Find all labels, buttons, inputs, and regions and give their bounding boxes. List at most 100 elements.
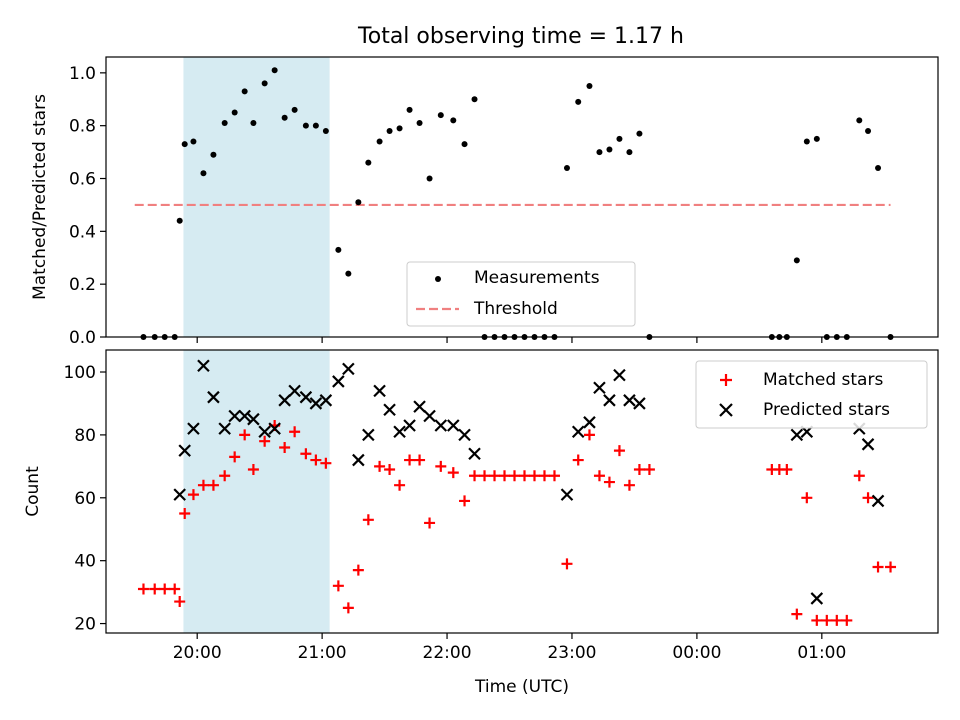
predicted-star-point [288, 384, 301, 398]
predicted-star-point [228, 409, 241, 423]
measurement-point [200, 170, 207, 177]
legend-bottom: Matched stars Predicted stars [695, 360, 928, 429]
predicted-star-point [403, 419, 416, 432]
legend-predicted-marker [719, 403, 733, 417]
x-tick-label: 21:00 [298, 643, 347, 663]
measurement-point [437, 112, 444, 119]
legend-matched-marker [720, 374, 732, 386]
matched-star-point [342, 602, 354, 614]
predicted-star-point [299, 390, 313, 404]
matched-star-point [548, 470, 560, 482]
measurement-point [450, 117, 457, 124]
matched-star-point [479, 470, 491, 482]
measurement-point [626, 149, 633, 156]
x-tick-label: 00:00 [672, 643, 721, 663]
predicted-star-point [790, 428, 804, 442]
measurement-point [461, 141, 468, 148]
measurement-point [813, 135, 820, 142]
matched-star-point [613, 445, 625, 457]
matched-star-point [528, 470, 540, 482]
matched-star-point [643, 463, 655, 475]
legend-top: Measurements Threshold [406, 261, 636, 327]
measurement-point [875, 164, 882, 171]
matched-star-point [259, 435, 271, 447]
matched-star-point [623, 479, 635, 491]
y-tick-label: 1.0 [69, 64, 96, 84]
x-tick-label: 20:00 [173, 643, 222, 663]
matched-star-point [229, 451, 241, 463]
predicted-star-point [373, 384, 386, 398]
predicted-star-point [593, 381, 606, 395]
predicted-star-point [434, 419, 448, 432]
predicted-star-point [207, 390, 220, 404]
matched-star-point [538, 470, 550, 482]
measurement-point [396, 125, 403, 132]
matched-star-point [352, 564, 364, 576]
y-tick-label: 80 [74, 426, 96, 446]
matched-star-point [197, 479, 209, 491]
matched-star-point [518, 470, 530, 482]
bottom-panel-counts: 20 40 60 80 100 20:00 21:00 22:00 23:00 00:00 01:0… [23, 349, 939, 697]
y-axis-label: Matched/Predicted stars [30, 94, 50, 300]
matched-star-point [362, 514, 374, 526]
measurement-point [241, 88, 248, 95]
legend-measurement-marker [435, 276, 441, 282]
measurement-point [291, 106, 298, 113]
measurement-point [210, 151, 217, 158]
measurement-point [335, 246, 342, 253]
measurement-point [471, 96, 478, 103]
matched-star-point [862, 492, 874, 504]
x-tick-label: 22:00 [423, 643, 472, 663]
matched-star-point [159, 583, 171, 595]
predicted-star-point [268, 422, 281, 435]
predicted-star-point [871, 494, 885, 508]
matched-star-point [174, 596, 186, 608]
measurement-point [606, 146, 613, 153]
predicted-star-point [560, 488, 574, 501]
matched-star-point [374, 460, 386, 472]
y-tick-label: 100 [64, 363, 96, 383]
highlight-span [183, 57, 330, 337]
matched-star-point [811, 614, 823, 626]
predicted-star-point [309, 397, 323, 410]
x-tick-label: 23:00 [547, 643, 596, 663]
matched-star-point [469, 470, 481, 482]
matched-star-point [435, 460, 447, 472]
measurement-point [856, 117, 863, 124]
matched-star-point [633, 463, 645, 475]
predicted-star-point [447, 419, 460, 432]
predicted-star-point [319, 394, 333, 407]
predicted-star-point [458, 428, 471, 442]
predicted-star-point [197, 359, 210, 372]
y-tick-label: 0.0 [69, 328, 96, 348]
measurement-point [575, 98, 582, 105]
measurement-point [416, 120, 423, 127]
highlight-span [183, 350, 330, 633]
matched-star-point [149, 583, 161, 595]
matched-star-point [781, 463, 793, 475]
measurement-point [793, 257, 800, 264]
measurement-point [322, 127, 329, 134]
matched-star-point [447, 467, 459, 479]
matched-star-point [169, 583, 181, 595]
predicted-star-point [393, 425, 406, 439]
axes-frame [105, 56, 939, 338]
matched-star-point [320, 457, 332, 469]
matched-star-point [179, 508, 191, 520]
measurement-point [596, 149, 603, 156]
predicted-star-point [187, 422, 200, 435]
axes-frame [105, 349, 939, 634]
matched-star-point [489, 470, 501, 482]
predicted-star-point [342, 362, 355, 376]
measurement-point [586, 83, 593, 90]
measurement-point [386, 127, 393, 134]
matched-star-point [424, 517, 436, 529]
matched-star-point [219, 470, 231, 482]
y-tick-label: 40 [74, 552, 96, 572]
y-tick-label: 0.2 [69, 275, 96, 295]
legend-predicted-label: Predicted stars [763, 400, 890, 420]
measurement-point [176, 217, 183, 224]
predicted-star-point [247, 412, 260, 426]
predicted-star-point [603, 394, 616, 407]
